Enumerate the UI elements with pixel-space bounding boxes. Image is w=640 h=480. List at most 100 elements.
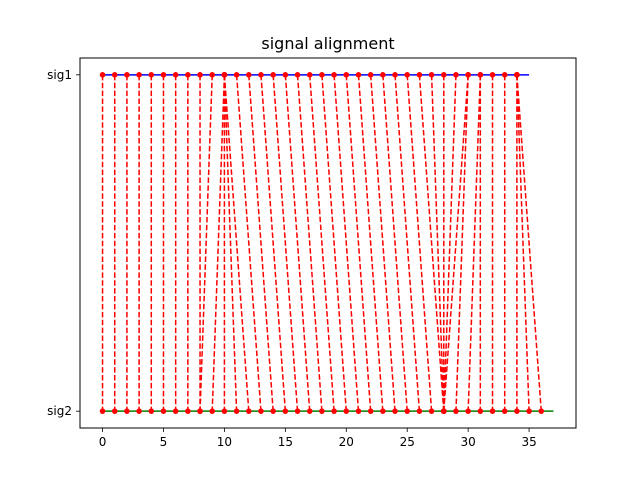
alignment-marker-sig1-26: [380, 72, 386, 78]
alignment-marker-sig1-22: [331, 72, 337, 78]
axis-ticks: 0 5 10 15 20 25 30 35 sig2 sig1: [47, 68, 537, 449]
x-tick-label-30: 30: [461, 435, 476, 449]
alignment-connection-25: [369, 74, 396, 412]
alignment-marker-sig2-0: [99, 408, 106, 414]
alignment-marker-sig2-3: [136, 408, 142, 414]
alignment-marker-sig2-4: [148, 408, 155, 414]
alignment-marker-sig2-35: [465, 408, 471, 414]
alignment-marker-sig1-7: [185, 72, 191, 78]
alignment-marker-sig1-30: [428, 72, 435, 78]
alignment-connection-40: [516, 74, 530, 412]
alignment-marker-sig1-32: [453, 72, 459, 78]
alignment-marker-sig2-36: [477, 408, 484, 414]
x-tick-label-20: 20: [339, 435, 354, 449]
alignment-connection-10: [211, 74, 226, 412]
alignment-marker-sig2-1: [111, 408, 118, 414]
alignment-marker-sig1-37: [489, 72, 496, 78]
alignment-connection-19: [296, 74, 323, 412]
alignment-marker-sig2-12: [233, 408, 240, 414]
alignment-marker-sig1-1: [111, 72, 118, 78]
alignment-marker-sig2-9: [197, 408, 203, 414]
alignment-marker-sig1-6: [172, 72, 179, 78]
alignment-marker-sig2-27: [416, 408, 423, 414]
alignment-marker-sig2-37: [489, 408, 496, 414]
alignment-connection-30: [430, 74, 445, 412]
alignment-marker-sig2-39: [514, 408, 520, 414]
alignment-connection-33: [443, 74, 469, 412]
alignment-marker-sig2-25: [392, 408, 398, 414]
alignment-marker-sig1-25: [367, 72, 374, 78]
alignment-connection-21: [321, 74, 348, 412]
x-tick-label-0: 0: [99, 435, 107, 449]
alignment-marker-sig2-33: [440, 408, 447, 414]
alignment-marker-sig1-14: [233, 72, 240, 78]
alignment-connection-32: [443, 74, 457, 412]
alignment-marker-sig2-22: [355, 408, 362, 414]
alignment-marker-sig2-40: [526, 408, 532, 414]
x-tick-label-35: 35: [521, 435, 536, 449]
alignment-connection-16: [260, 74, 287, 412]
alignment-marker-sig2-34: [453, 408, 459, 414]
alignment-connection-13: [223, 74, 250, 412]
alignment-marker-sig1-21: [319, 72, 325, 78]
alignment-marker-sig2-5: [160, 408, 167, 414]
alignment-marker-sig1-36: [477, 72, 484, 78]
alignment-connection-26: [382, 74, 408, 412]
alignment-connection-14: [235, 74, 262, 412]
alignment-connection-41: [516, 74, 543, 412]
alignment-connection-29: [418, 74, 445, 412]
alignment-marker-sig2-6: [172, 408, 179, 414]
alignment-connection-12: [223, 74, 238, 412]
alignment-connection-18: [284, 74, 311, 412]
alignment-marker-sig1-4: [148, 72, 155, 78]
y-tick-label-sig1: sig1: [47, 68, 72, 82]
alignment-marker-sig1-0: [99, 72, 106, 78]
alignment-connection-23: [345, 74, 372, 412]
plot-frame: [79, 57, 577, 429]
alignment-marker-sig1-13: [221, 72, 228, 78]
alignment-marker-sig1-27: [392, 72, 398, 78]
alignment-marker-sig2-28: [428, 408, 435, 414]
alignment-marker-sig2-24: [380, 408, 386, 414]
x-tick-label-15: 15: [278, 435, 293, 449]
alignment-marker-sig2-15: [270, 408, 276, 414]
plot-marks: [99, 72, 554, 414]
alignment-marker-sig1-2: [124, 72, 130, 78]
alignment-connection-35: [467, 74, 482, 412]
alignment-marker-sig1-38: [501, 72, 508, 78]
x-tick-label-25: 25: [400, 435, 415, 449]
alignment-marker-sig2-38: [501, 408, 508, 414]
chart-title: signal alignment: [261, 34, 394, 53]
alignment-connection-24: [357, 74, 384, 412]
x-tick-label-10: 10: [217, 435, 232, 449]
x-tick-label-5: 5: [160, 435, 168, 449]
alignment-marker-sig1-15: [245, 72, 252, 78]
alignment-marker-sig1-34: [465, 72, 471, 78]
alignment-marker-sig2-19: [319, 408, 325, 414]
alignment-marker-sig2-41: [538, 408, 545, 414]
alignment-marker-sig2-17: [294, 408, 301, 414]
alignment-marker-sig2-20: [331, 408, 337, 414]
alignment-marker-sig1-23: [343, 72, 350, 78]
alignment-marker-sig1-20: [306, 72, 313, 78]
alignment-marker-sig2-13: [245, 408, 252, 414]
alignment-marker-sig1-18: [282, 72, 289, 78]
alignment-marker-sig2-11: [221, 408, 228, 414]
alignment-marker-sig1-8: [197, 72, 203, 78]
alignment-marker-sig1-19: [294, 72, 301, 78]
alignment-marker-sig2-26: [404, 408, 411, 414]
alignment-connection-20: [308, 74, 335, 412]
alignment-marker-sig2-10: [209, 408, 216, 414]
alignment-connection-17: [272, 74, 299, 412]
alignment-marker-sig2-18: [306, 408, 313, 414]
alignment-connection-22: [333, 74, 360, 412]
alignment-marker-sig1-24: [355, 72, 362, 78]
alignment-marker-sig2-16: [282, 408, 289, 414]
alignment-marker-sig1-31: [440, 72, 447, 78]
alignment-connection-28: [406, 74, 433, 412]
alignment-marker-sig1-9: [209, 72, 216, 78]
alignment-marker-sig1-41: [514, 72, 520, 78]
alignment-marker-sig2-2: [124, 408, 130, 414]
